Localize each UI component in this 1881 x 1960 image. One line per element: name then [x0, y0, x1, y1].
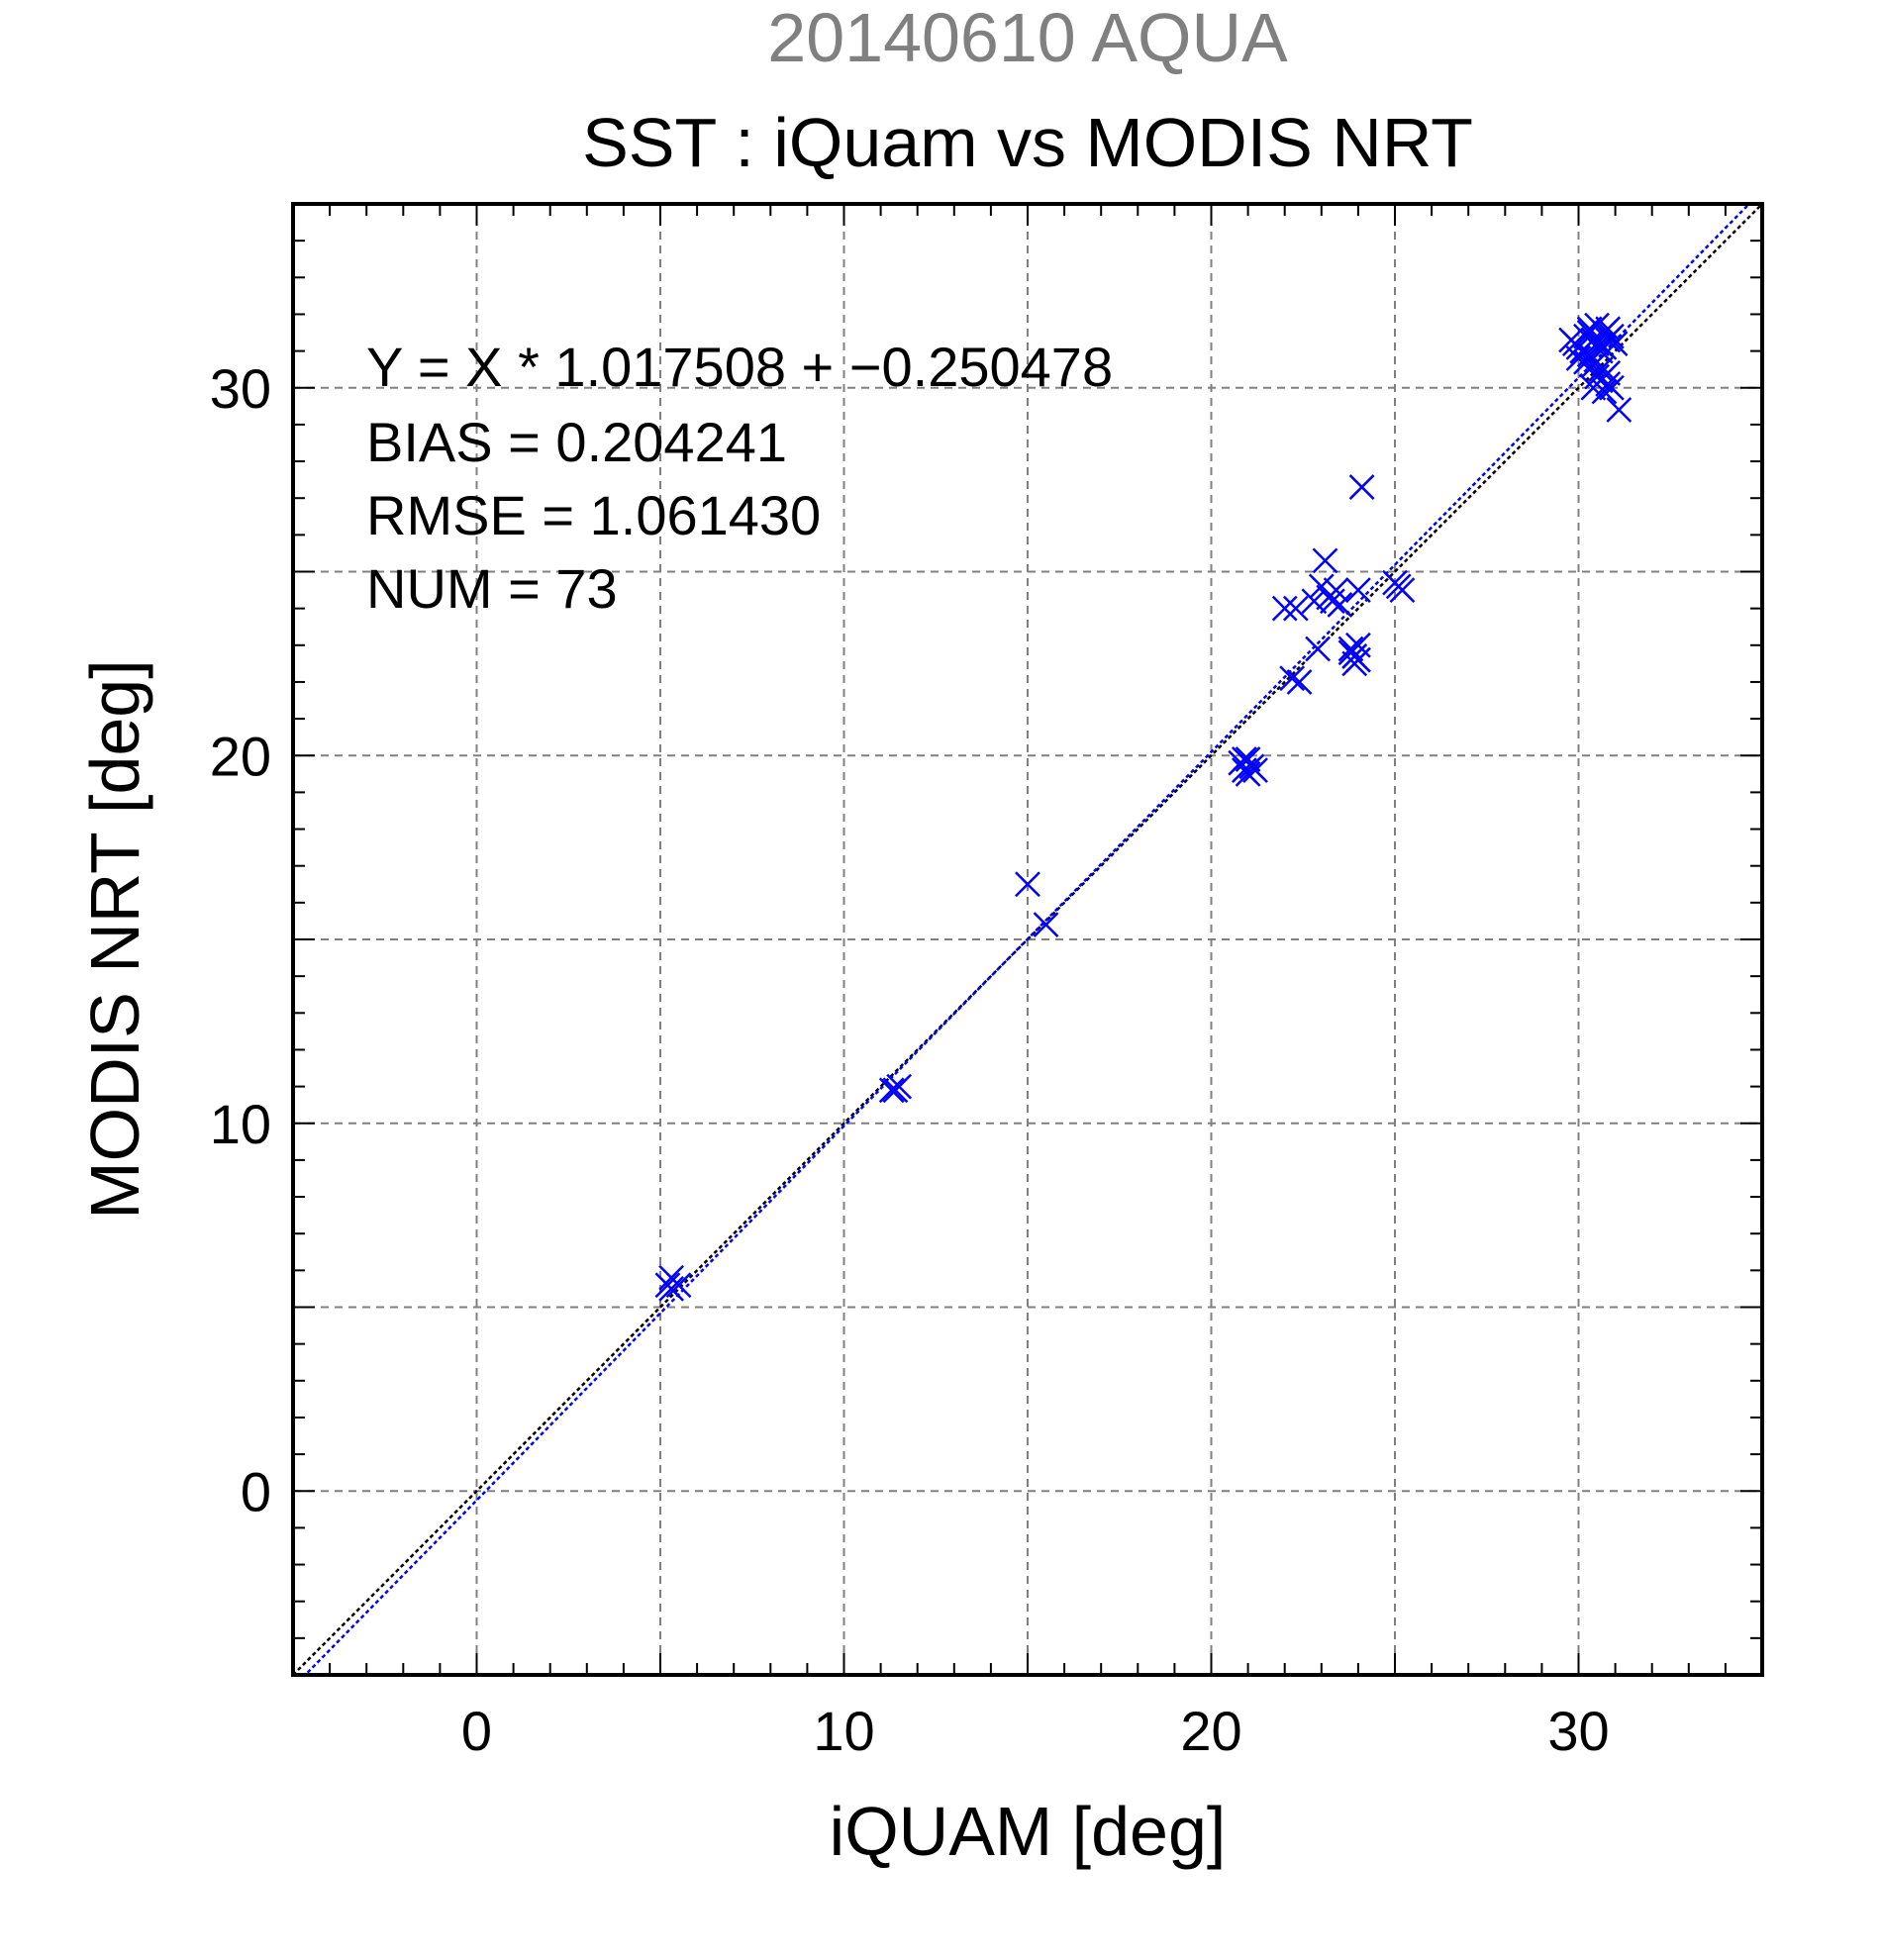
data-point-stroke [882, 1077, 909, 1104]
data-point-stroke [1385, 573, 1412, 600]
data-point [1286, 669, 1313, 695]
data-point-stroke [1599, 323, 1625, 349]
data-point-stroke [1587, 356, 1614, 383]
data-point-stroke [1301, 588, 1328, 615]
data-point [665, 1272, 692, 1299]
data-point [1312, 547, 1338, 574]
chart-supertitle: 20140610 AQUA [767, 0, 1288, 76]
y-tick-label: 10 [210, 1093, 271, 1155]
data-point-stroke [1576, 316, 1603, 343]
y-tick-label: 20 [210, 725, 271, 787]
data-point [1232, 746, 1257, 772]
data-point-stroke [1232, 746, 1257, 772]
data-point-stroke [1235, 760, 1261, 787]
data-point-stroke [1271, 595, 1298, 622]
data-point [1599, 374, 1625, 401]
data-point-stroke [1015, 871, 1040, 898]
data-point [1606, 397, 1633, 423]
data-point [1015, 871, 1040, 898]
data-point-stroke [1569, 338, 1596, 364]
data-point-stroke [1345, 646, 1371, 673]
data-point-stroke [1584, 363, 1610, 390]
stats-annotation: Y = X * 1.017508 + −0.250478 BIAS = 0.20… [366, 336, 1113, 620]
tick-labels: 0 10 20 30 0 10 20 30 [210, 357, 1610, 1762]
data-point [1599, 323, 1625, 349]
data-point [1576, 316, 1603, 343]
data-point-stroke [1606, 397, 1633, 423]
data-point-stroke [1308, 573, 1335, 600]
data-point-stroke [1345, 577, 1371, 603]
data-point-stroke [1348, 474, 1375, 500]
data-point [1279, 665, 1306, 692]
data-point-stroke [665, 1272, 692, 1299]
data-point-stroke [1587, 331, 1614, 357]
data-point-stroke [1305, 636, 1331, 662]
data-point-stroke [1580, 352, 1607, 379]
x-tick-label: 10 [813, 1700, 874, 1762]
data-point [1591, 378, 1618, 405]
x-axis-label: iQUAM [deg] [830, 1793, 1227, 1870]
data-point-stroke [1323, 577, 1349, 603]
data-point [1348, 474, 1375, 500]
data-point [1235, 760, 1261, 787]
bias-value: BIAS = 0.204241 [366, 411, 787, 473]
data-point [1584, 363, 1610, 390]
fit-equation: Y = X * 1.017508 + −0.250478 [366, 336, 1113, 398]
data-point [1337, 636, 1364, 662]
data-point [1569, 338, 1596, 364]
data-point [1345, 646, 1371, 673]
y-tick-label: 0 [241, 1460, 271, 1522]
data-point-stroke [1595, 316, 1622, 343]
data-point-stroke [1282, 595, 1309, 622]
data-point [1033, 912, 1059, 938]
data-point-stroke [1591, 378, 1618, 405]
data-point-stroke [1337, 636, 1364, 662]
data-point [1345, 577, 1371, 603]
x-tick-label: 0 [461, 1700, 492, 1762]
data-point-stroke [658, 1276, 685, 1302]
data-point-stroke [1599, 374, 1625, 401]
data-point-stroke [1033, 912, 1059, 938]
data-point [1327, 592, 1353, 618]
chart-title: SST : iQuam vs MODIS NRT [582, 104, 1473, 181]
data-point [1385, 573, 1412, 600]
rmse-value: RMSE = 1.061430 [366, 484, 821, 546]
plot-frame [291, 202, 1764, 1677]
y-axis-label: MODIS NRT [deg] [76, 659, 153, 1219]
data-point [882, 1077, 909, 1104]
data-point [1282, 595, 1309, 622]
data-point-stroke [1286, 669, 1313, 695]
data-point [1271, 595, 1298, 622]
data-point [1595, 316, 1622, 343]
x-tick-label: 30 [1547, 1700, 1609, 1762]
data-point-stroke [1573, 348, 1599, 375]
data-point-stroke [1279, 665, 1306, 692]
data-point [878, 1077, 905, 1104]
num-value: NUM = 73 [366, 557, 618, 620]
data-points [654, 312, 1633, 1302]
data-point [1587, 331, 1614, 357]
data-point-stroke [1312, 547, 1338, 574]
data-point [658, 1276, 685, 1302]
data-point [1323, 577, 1349, 603]
regression-lines [293, 204, 1762, 1675]
data-point [1305, 636, 1331, 662]
x-tick-label: 20 [1180, 1700, 1241, 1762]
y-tick-label: 30 [210, 357, 271, 420]
data-point-stroke [878, 1077, 905, 1104]
data-point-stroke [1327, 592, 1353, 618]
data-point [1301, 588, 1328, 615]
